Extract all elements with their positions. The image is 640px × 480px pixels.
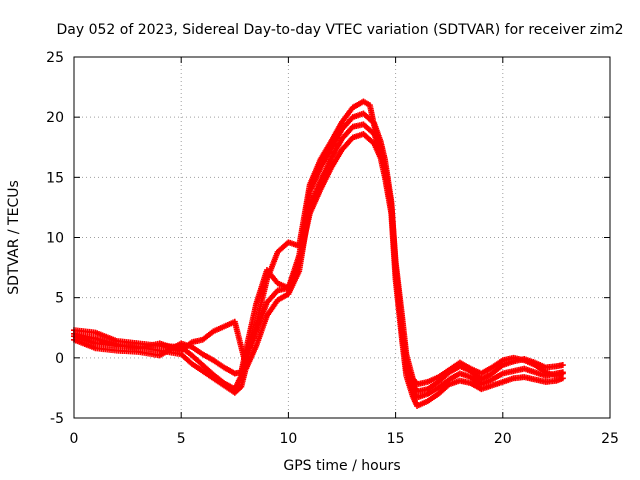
series-track-4 [71, 98, 566, 388]
x-tick-label: 0 [70, 431, 79, 447]
data-point [559, 362, 566, 369]
y-tick-label: 10 [46, 231, 64, 247]
x-tick-label: 5 [177, 431, 186, 447]
x-tick-label: 25 [601, 431, 619, 447]
data-points [71, 98, 566, 409]
y-tick-label: 25 [46, 50, 64, 66]
y-tick-label: 0 [55, 351, 64, 367]
y-tick-label: 15 [46, 170, 64, 186]
data-point [559, 370, 566, 377]
y-tick-label: 5 [55, 291, 64, 307]
chart-title: Day 052 of 2023, Sidereal Day-to-day VTE… [57, 22, 624, 38]
x-axis-label: GPS time / hours [283, 458, 400, 474]
y-tick-label: 20 [46, 110, 64, 126]
x-tick-label: 20 [494, 431, 512, 447]
x-tick-label: 10 [279, 431, 297, 447]
x-tick-label: 15 [387, 431, 405, 447]
y-axis-label: SDTVAR / TECUs [6, 180, 22, 295]
axis-ticks: 0 5 10 15 20 25 -5 0 5 10 15 20 25 [46, 50, 619, 447]
y-tick-label: -5 [50, 411, 64, 427]
